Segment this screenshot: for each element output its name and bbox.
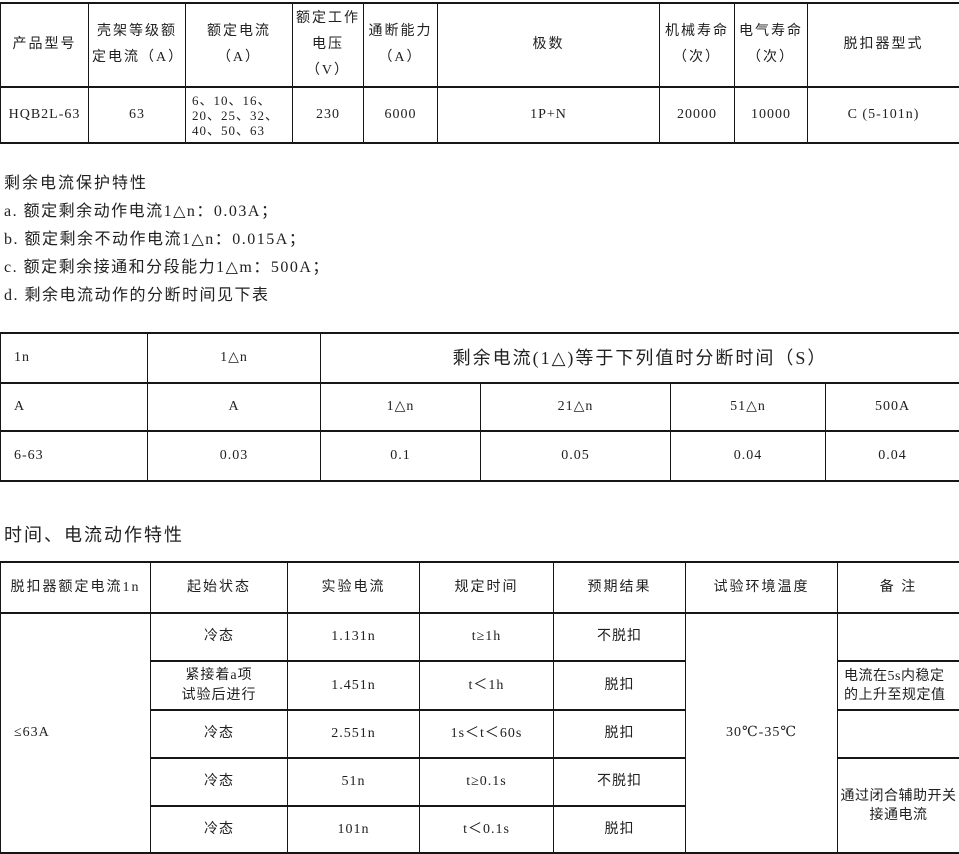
- cell-product-model: HQB2L-63: [1, 87, 89, 143]
- cell-current: 1.131n: [288, 613, 420, 661]
- cell-result: 脱扣: [554, 710, 686, 758]
- cell-state: 冷态: [151, 806, 288, 853]
- time-current-table: 脱扣器额定电流1n 起始状态 实验电流 规定时间 预期结果 试验环境温度 备 注…: [0, 561, 959, 854]
- data-cell: 0.1: [321, 431, 481, 481]
- cell-mech-life: 20000: [660, 87, 735, 143]
- cell-current: 51n: [288, 758, 420, 806]
- col-header-elec-life: 电气寿命 （次）: [735, 3, 808, 87]
- cell-state: 冷态: [151, 710, 288, 758]
- cell-result: 脱扣: [554, 806, 686, 853]
- cell-idn-header: 1△n: [148, 333, 321, 383]
- cell-current: 1.451n: [288, 661, 420, 710]
- unit-cell: A: [148, 383, 321, 431]
- note-line-c: c. 额定剩余接通和分段能力1△m：500A；: [4, 254, 959, 282]
- breaking-unit-row: A A 1△n 21△n 51△n 500A: [1, 383, 959, 431]
- residual-protection-title: 剩余电流保护特性: [4, 170, 959, 198]
- product-spec-table: 产品型号 壳架等级额 定电流（A） 额定电流（A） 额定工作 电压（V） 通断能…: [0, 2, 959, 144]
- cell-time: t≥0.1s: [420, 758, 554, 806]
- cell-state: 紧接着a项 试验后进行: [151, 661, 288, 710]
- breaking-time-table: 1n 1△n 剩余电流(1△)等于下列值时分断时间（S） A A 1△n 21△…: [0, 332, 959, 482]
- col-header-specified-time: 规定时间: [420, 562, 554, 613]
- cell-result: 不脱扣: [554, 758, 686, 806]
- spec-header-row: 产品型号 壳架等级额 定电流（A） 额定电流（A） 额定工作 电压（V） 通断能…: [1, 3, 959, 87]
- unit-cell: 500A: [826, 383, 959, 431]
- cell-result: 脱扣: [554, 661, 686, 710]
- breaking-data-row: 6-63 0.03 0.1 0.05 0.04 0.04: [1, 431, 959, 481]
- cell-remark-empty: [838, 613, 959, 661]
- note-line-a: a. 额定剩余动作电流1△n：0.03A；: [4, 198, 959, 226]
- unit-cell: 1△n: [321, 383, 481, 431]
- cell-remark-aux: 通过闭合辅助开关 接通电流: [838, 758, 959, 853]
- cell-current: 2.551n: [288, 710, 420, 758]
- cell-remark-empty: [838, 710, 959, 758]
- cell-time: 1s＜t＜60s: [420, 710, 554, 758]
- col-header-mech-life: 机械寿命 （次）: [660, 3, 735, 87]
- col-header-frame-rated-current: 壳架等级额 定电流（A）: [89, 3, 186, 87]
- col-header-trip-rated-current: 脱扣器额定电流1n: [1, 562, 151, 613]
- cell-trip-type: C (5-101n): [808, 87, 959, 143]
- cell-span-header: 剩余电流(1△)等于下列值时分断时间（S）: [321, 333, 959, 383]
- test-row: ≤63A 冷态 1.131n t≥1h 不脱扣 30℃-35℃: [1, 613, 959, 661]
- cell-poles: 1P+N: [438, 87, 660, 143]
- cell-rated-voltage: 230: [293, 87, 364, 143]
- cell-frame-rated-current: 63: [89, 87, 186, 143]
- unit-cell: 21△n: [481, 383, 671, 431]
- data-cell: 0.04: [671, 431, 826, 481]
- cell-env-temp: 30℃-35℃: [686, 613, 838, 853]
- cell-time: t≥1h: [420, 613, 554, 661]
- cell-current: 101n: [288, 806, 420, 853]
- note-line-d: d. 剩余电流动作的分断时间见下表: [4, 282, 959, 310]
- time-current-header-row: 脱扣器额定电流1n 起始状态 实验电流 规定时间 预期结果 试验环境温度 备 注: [1, 562, 959, 613]
- col-header-env-temp: 试验环境温度: [686, 562, 838, 613]
- cell-elec-life: 10000: [735, 87, 808, 143]
- col-header-rated-current: 额定电流（A）: [186, 3, 293, 87]
- col-header-product-model: 产品型号: [1, 3, 89, 87]
- cell-in-header: 1n: [1, 333, 148, 383]
- cell-state: 冷态: [151, 613, 288, 661]
- col-header-remarks: 备 注: [838, 562, 959, 613]
- cell-time: t＜0.1s: [420, 806, 554, 853]
- cell-remark-rise: 电流在5s内稳定 的上升至规定值: [838, 661, 959, 710]
- cell-state: 冷态: [151, 758, 288, 806]
- col-header-expected-result: 预期结果: [554, 562, 686, 613]
- cell-rated-current-range: ≤63A: [1, 613, 151, 853]
- time-current-title: 时间、电流动作特性: [4, 520, 959, 550]
- cell-time: t＜1h: [420, 661, 554, 710]
- cell-rated-current-list: 6、10、16、 20、25、32、 40、50、63: [186, 87, 293, 143]
- col-header-breaking-capacity: 通断能力 （A）: [364, 3, 438, 87]
- data-cell: 6-63: [1, 431, 148, 481]
- col-header-rated-voltage: 额定工作 电压（V）: [293, 3, 364, 87]
- cell-breaking-capacity: 6000: [364, 87, 438, 143]
- breaking-header-row: 1n 1△n 剩余电流(1△)等于下列值时分断时间（S）: [1, 333, 959, 383]
- data-cell: 0.03: [148, 431, 321, 481]
- unit-cell: 51△n: [671, 383, 826, 431]
- col-header-test-current: 实验电流: [288, 562, 420, 613]
- note-line-b: b. 额定剩余不动作电流1△n：0.015A；: [4, 226, 959, 254]
- col-header-trip-type: 脱扣器型式: [808, 3, 959, 87]
- residual-protection-notes: a. 额定剩余动作电流1△n：0.03A； b. 额定剩余不动作电流1△n：0.…: [4, 198, 959, 310]
- cell-result: 不脱扣: [554, 613, 686, 661]
- unit-cell: A: [1, 383, 148, 431]
- col-header-initial-state: 起始状态: [151, 562, 288, 613]
- data-cell: 0.05: [481, 431, 671, 481]
- col-header-poles: 极数: [438, 3, 660, 87]
- data-cell: 0.04: [826, 431, 959, 481]
- spec-data-row: HQB2L-63 63 6、10、16、 20、25、32、 40、50、63 …: [1, 87, 959, 143]
